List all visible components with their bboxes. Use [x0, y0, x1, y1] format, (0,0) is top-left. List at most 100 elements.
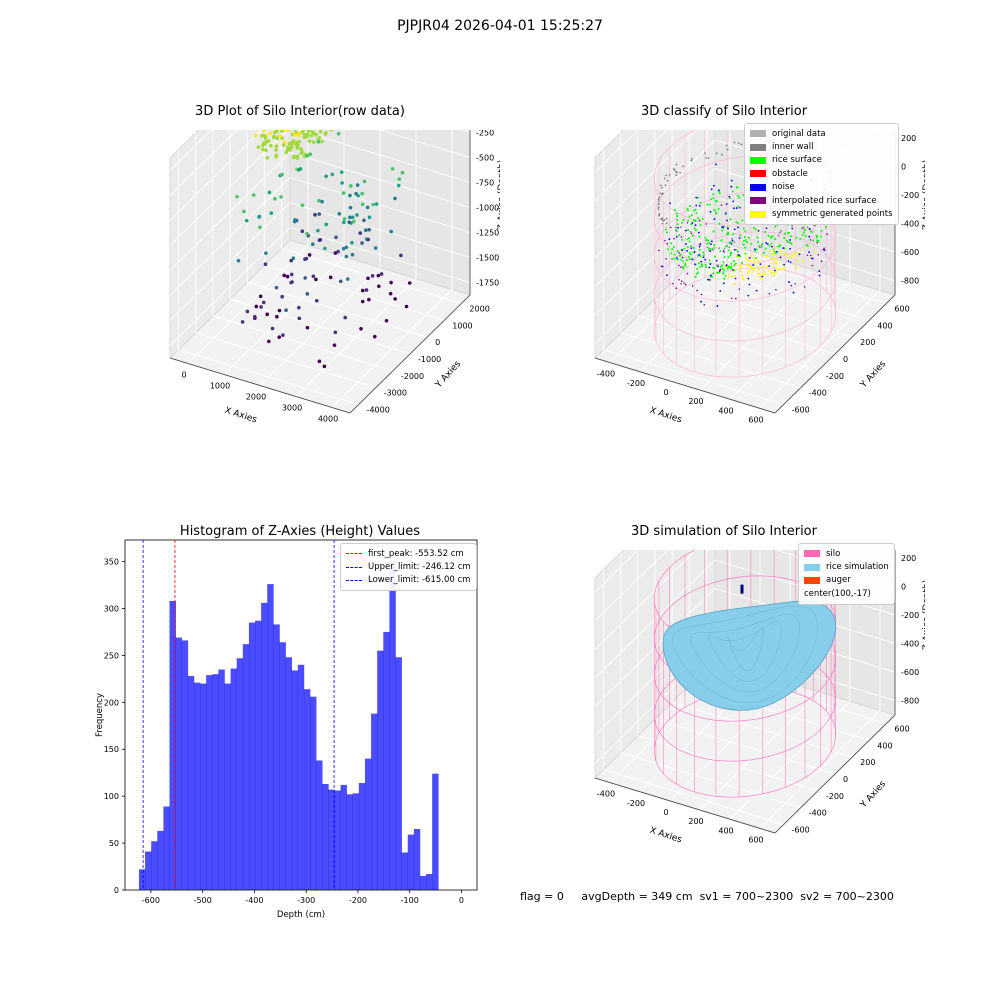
- raw-ytick-label: -2000: [401, 372, 424, 381]
- classify-wall-point: [737, 250, 739, 253]
- histogram-bar: [291, 670, 299, 890]
- classify-rice-point: [708, 259, 711, 262]
- classify-wall-point: [672, 168, 675, 170]
- classify-symmetric-point: [764, 273, 767, 276]
- classify-wall-point: [791, 224, 793, 227]
- simulation-xtick-label: 400: [718, 826, 733, 835]
- raw-point: [349, 184, 353, 188]
- legend-entry: first_peak: -553.52 cm: [346, 547, 471, 560]
- classify-wall-point: [657, 198, 660, 201]
- classify-rice-point: [714, 210, 717, 213]
- classify-rice-point: [742, 194, 745, 197]
- raw-point: [336, 249, 340, 254]
- raw-point: [261, 143, 265, 148]
- classify-noise-point: [789, 261, 792, 264]
- raw-point: [280, 130, 284, 133]
- histogram-xtick-label: -500: [194, 896, 212, 905]
- classify-symmetric-point: [757, 260, 760, 263]
- classify-rice-point: [732, 232, 735, 235]
- raw-point: [359, 327, 363, 331]
- raw-point: [400, 170, 405, 175]
- histogram-bar: [224, 683, 231, 890]
- raw-plot-title: 3D Plot of Silo Interior(row data): [195, 104, 405, 119]
- classify-rice-point: [754, 249, 757, 252]
- raw-point: [360, 299, 365, 304]
- classify-wall-point: [707, 157, 710, 159]
- classify-noise-point: [722, 282, 725, 285]
- histogram-chart: -600 -500 -400 -300 -200 -100 0 0 50 100 150 200 250…: [95, 539, 478, 920]
- raw-point: [348, 215, 352, 220]
- classify-rice-point: [721, 264, 724, 267]
- classify-wall-point: [733, 141, 736, 144]
- legend-entry: noise: [750, 181, 893, 194]
- simulation-ygrid: [637, 550, 818, 792]
- classify-wall-point: [657, 206, 660, 209]
- classify-rice-point: [760, 245, 763, 248]
- classify-rice-point: [713, 208, 716, 211]
- classify-rice-point: [709, 248, 712, 251]
- classify-rice-point: [698, 266, 701, 269]
- classify-rice-point: [697, 196, 700, 199]
- classify-rice-point: [687, 219, 690, 222]
- classify-wall-point: [658, 196, 661, 199]
- classify-rice-point: [666, 248, 669, 251]
- classify-xtick-label: 200: [688, 397, 703, 406]
- classify-symmetric-point: [746, 259, 749, 262]
- classify-rice-point: [783, 237, 786, 240]
- classify-rice-point: [722, 272, 725, 275]
- histogram-bar: [193, 682, 201, 890]
- raw-point: [244, 218, 249, 223]
- classify-symmetric-point: [773, 271, 776, 274]
- classify-noise-point: [787, 260, 790, 262]
- classify-noise-point: [698, 205, 701, 207]
- classify-interpolated-point: [665, 258, 667, 260]
- raw-ygrid: [280, 130, 462, 304]
- histogram-bar: [230, 668, 238, 890]
- classify-symmetric-point: [745, 257, 748, 260]
- classify-rice-point: [787, 231, 790, 234]
- classify-noise-point: [757, 229, 760, 232]
- classify-symmetric-point: [758, 268, 761, 271]
- classify-wall-point: [787, 241, 790, 244]
- legend-swatch: [750, 210, 766, 218]
- raw-point: [358, 231, 363, 235]
- figure-title: PJPJR04 2026-04-01 15:25:27: [397, 18, 603, 34]
- raw-point: [341, 246, 346, 251]
- classify-noise-point: [818, 270, 821, 273]
- classify-noise-point: [776, 250, 778, 253]
- raw-point: [263, 136, 268, 140]
- classify-rice-point: [697, 262, 700, 265]
- classify-rice-point: [801, 234, 804, 237]
- classify-noise-point: [738, 237, 741, 239]
- legend-label: inner wall: [772, 142, 814, 153]
- raw-ytick-label: 0: [435, 338, 440, 347]
- classify-noise-point: [716, 305, 719, 307]
- classify-ztick-label: -200: [901, 191, 919, 200]
- classify-symmetric-point: [775, 262, 778, 265]
- classify-interpolated-point: [675, 287, 678, 290]
- classify-rice-point: [817, 240, 820, 243]
- classify-noise-point: [755, 289, 758, 292]
- raw-point: [302, 154, 307, 158]
- classify-rice-point: [695, 272, 698, 275]
- legend-label: Upper_limit: -246.12 cm: [368, 562, 471, 573]
- classify-rice-point: [757, 241, 760, 244]
- simulation-y-axis: [774, 714, 896, 834]
- legend-entry: original data: [750, 127, 893, 140]
- classify-rice-point: [694, 208, 697, 211]
- raw-point: [376, 273, 381, 278]
- histogram-legend: first_peak: -553.52 cm Upper_limit: -246.…: [340, 543, 477, 592]
- classify-rice-point: [722, 261, 725, 264]
- classify-interpolated-point: [678, 264, 680, 267]
- raw-point: [350, 240, 354, 245]
- histogram-bar: [364, 758, 372, 890]
- classify-rice-point: [769, 236, 772, 239]
- classify-noise-point: [710, 240, 713, 243]
- simulation-zaxis-label: Z Axies (Depth): [922, 580, 925, 651]
- classify-wall-point: [663, 177, 666, 180]
- classify-rice-point: [688, 237, 691, 240]
- classify-symmetric-point: [761, 273, 764, 276]
- classify-wall-point: [668, 173, 671, 176]
- classify-ytick-label: -400: [809, 389, 827, 398]
- classify-noise-point: [748, 283, 751, 286]
